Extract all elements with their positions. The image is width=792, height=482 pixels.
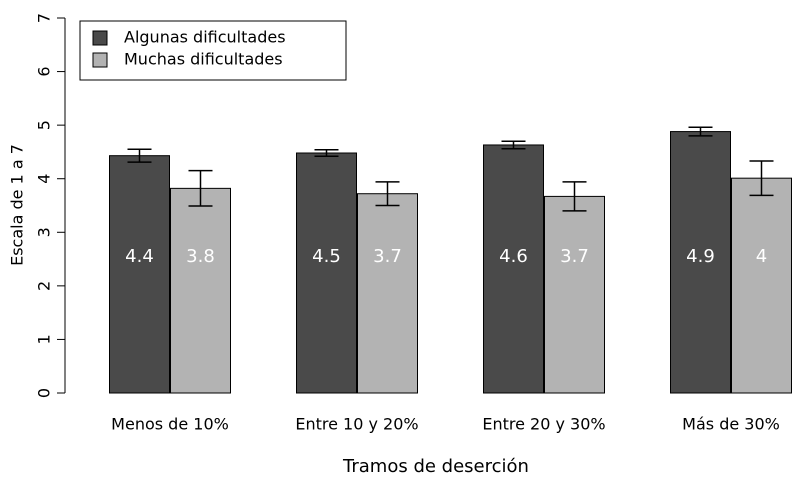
bar: [483, 144, 544, 394]
y-tick-label: 2: [35, 281, 54, 291]
value-label: 4.9: [686, 246, 715, 267]
bar: [731, 177, 792, 394]
x-axis-label: Tramos de deserción: [342, 456, 529, 477]
bar: [170, 187, 231, 394]
bar: [544, 195, 605, 394]
legend-box: [79, 20, 347, 81]
x-tick-label: Entre 10 y 20%: [295, 415, 418, 434]
value-label: 3.7: [560, 246, 589, 267]
y-axis-label: Escala de 1 a 7: [8, 144, 27, 266]
error-bar: [562, 181, 587, 212]
error-bar: [688, 126, 713, 137]
y-tick-label: 3: [35, 227, 54, 237]
y-tick-label: 1: [35, 334, 54, 344]
value-label: 3.7: [373, 246, 402, 267]
x-tick-label: Entre 20 y 30%: [482, 415, 605, 434]
value-label: 3.8: [186, 246, 215, 267]
error-bar: [749, 160, 774, 197]
y-tick-label: 5: [35, 120, 54, 130]
y-tick-label: 4: [35, 174, 54, 184]
bar: [109, 155, 170, 394]
x-tick-label: Más de 30%: [682, 415, 780, 434]
legend-swatch: [92, 30, 108, 46]
y-tick-label: 0: [35, 388, 54, 398]
error-bar: [501, 140, 526, 150]
error-bar: [188, 169, 213, 207]
error-bar: [127, 148, 152, 163]
bar: [357, 193, 418, 394]
legend-label: Algunas dificultades: [124, 28, 286, 47]
value-label: 4.4: [125, 246, 154, 267]
value-label: 4.5: [312, 246, 341, 267]
error-bar: [375, 181, 400, 207]
legend-swatch: [92, 52, 108, 68]
x-tick-label: Menos de 10%: [111, 415, 229, 434]
bar: [670, 131, 731, 394]
y-tick-label: 6: [35, 66, 54, 76]
legend-label: Muchas dificultades: [124, 50, 283, 69]
value-label: 4: [756, 246, 767, 267]
y-tick-label: 7: [35, 13, 54, 23]
error-bar: [314, 149, 339, 157]
bar: [296, 152, 357, 394]
value-label: 4.6: [499, 246, 528, 267]
